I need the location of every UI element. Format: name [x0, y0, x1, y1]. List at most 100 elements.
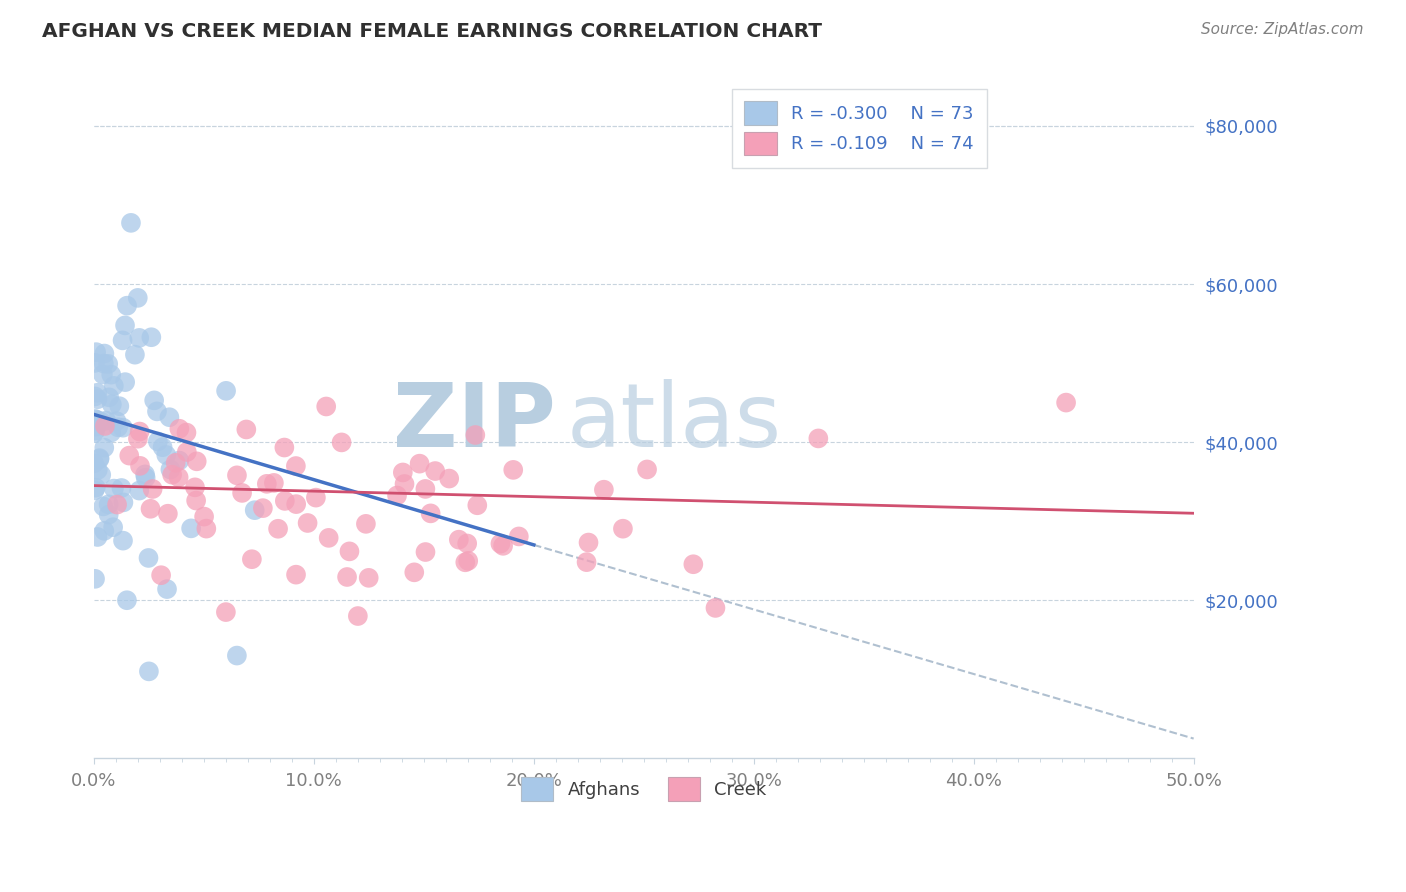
Point: [267, 522, 290, 536]
Point: [138, 665, 160, 679]
Point: [127, 432, 149, 446]
Point: [97, 497, 120, 511]
Point: [305, 491, 328, 505]
Point: [284, 458, 307, 473]
Point: [89, 451, 111, 466]
Point: [165, 456, 187, 470]
Point: [169, 422, 191, 436]
Point: [97, 357, 120, 371]
Point: [100, 368, 122, 382]
Point: [103, 482, 125, 496]
Point: [186, 454, 208, 468]
Point: [83, 425, 105, 440]
Point: [492, 539, 515, 553]
Point: [146, 404, 169, 418]
Point: [235, 422, 257, 436]
Point: [96, 414, 118, 428]
Point: [86, 385, 108, 400]
Text: Source: ZipAtlas.com: Source: ZipAtlas.com: [1201, 22, 1364, 37]
Point: [128, 425, 150, 439]
Point: [1054, 395, 1077, 409]
Point: [415, 545, 437, 559]
Point: [114, 375, 136, 389]
Point: [330, 435, 353, 450]
Point: [215, 605, 238, 619]
Point: [682, 558, 704, 572]
Point: [336, 570, 359, 584]
Point: [111, 533, 134, 548]
Point: [357, 571, 380, 585]
Point: [252, 501, 274, 516]
Point: [118, 449, 141, 463]
Point: [110, 481, 132, 495]
Point: [489, 536, 512, 550]
Point: [159, 462, 181, 476]
Text: atlas: atlas: [567, 379, 782, 466]
Point: [143, 393, 166, 408]
Point: [159, 410, 181, 425]
Point: [105, 414, 128, 428]
Point: [89, 452, 111, 467]
Point: [120, 216, 142, 230]
Point: [91, 368, 114, 382]
Point: [593, 483, 616, 497]
Point: [156, 582, 179, 596]
Point: [107, 420, 129, 434]
Point: [146, 434, 169, 449]
Point: [124, 348, 146, 362]
Point: [180, 521, 202, 535]
Point: [103, 379, 125, 393]
Point: [243, 503, 266, 517]
Point: [273, 441, 295, 455]
Text: AFGHAN VS CREEK MEDIAN FEMALE EARNINGS CORRELATION CHART: AFGHAN VS CREEK MEDIAN FEMALE EARNINGS C…: [42, 22, 823, 41]
Point: [195, 522, 218, 536]
Point: [93, 357, 115, 371]
Point: [101, 520, 124, 534]
Point: [84, 356, 107, 370]
Point: [285, 497, 308, 511]
Point: [456, 536, 478, 550]
Point: [84, 412, 107, 426]
Point: [90, 467, 112, 482]
Point: [636, 462, 658, 476]
Point: [225, 648, 247, 663]
Point: [465, 498, 488, 512]
Point: [419, 507, 441, 521]
Point: [90, 415, 112, 429]
Point: [84, 345, 107, 359]
Point: [315, 400, 337, 414]
Point: [93, 524, 115, 538]
Point: [93, 346, 115, 360]
Point: [415, 482, 437, 496]
Point: [105, 498, 128, 512]
Point: [408, 457, 430, 471]
Point: [114, 318, 136, 333]
Point: [226, 468, 249, 483]
Point: [454, 555, 477, 569]
Point: [437, 471, 460, 485]
Point: [86, 392, 108, 407]
Point: [215, 384, 238, 398]
Point: [167, 470, 190, 484]
Point: [101, 397, 124, 411]
Point: [176, 425, 198, 440]
Point: [115, 299, 138, 313]
Point: [347, 609, 370, 624]
Point: [98, 390, 121, 404]
Point: [93, 441, 115, 455]
Point: [263, 475, 285, 490]
Point: [128, 331, 150, 345]
Legend: Afghans, Creek: Afghans, Creek: [508, 764, 779, 814]
Point: [184, 480, 207, 494]
Point: [297, 516, 319, 530]
Point: [84, 481, 107, 495]
Point: [464, 428, 486, 442]
Point: [84, 572, 107, 586]
Point: [447, 533, 470, 547]
Point: [94, 419, 117, 434]
Point: [111, 420, 134, 434]
Point: [508, 529, 530, 543]
Point: [612, 522, 634, 536]
Point: [112, 495, 135, 509]
Point: [100, 425, 122, 440]
